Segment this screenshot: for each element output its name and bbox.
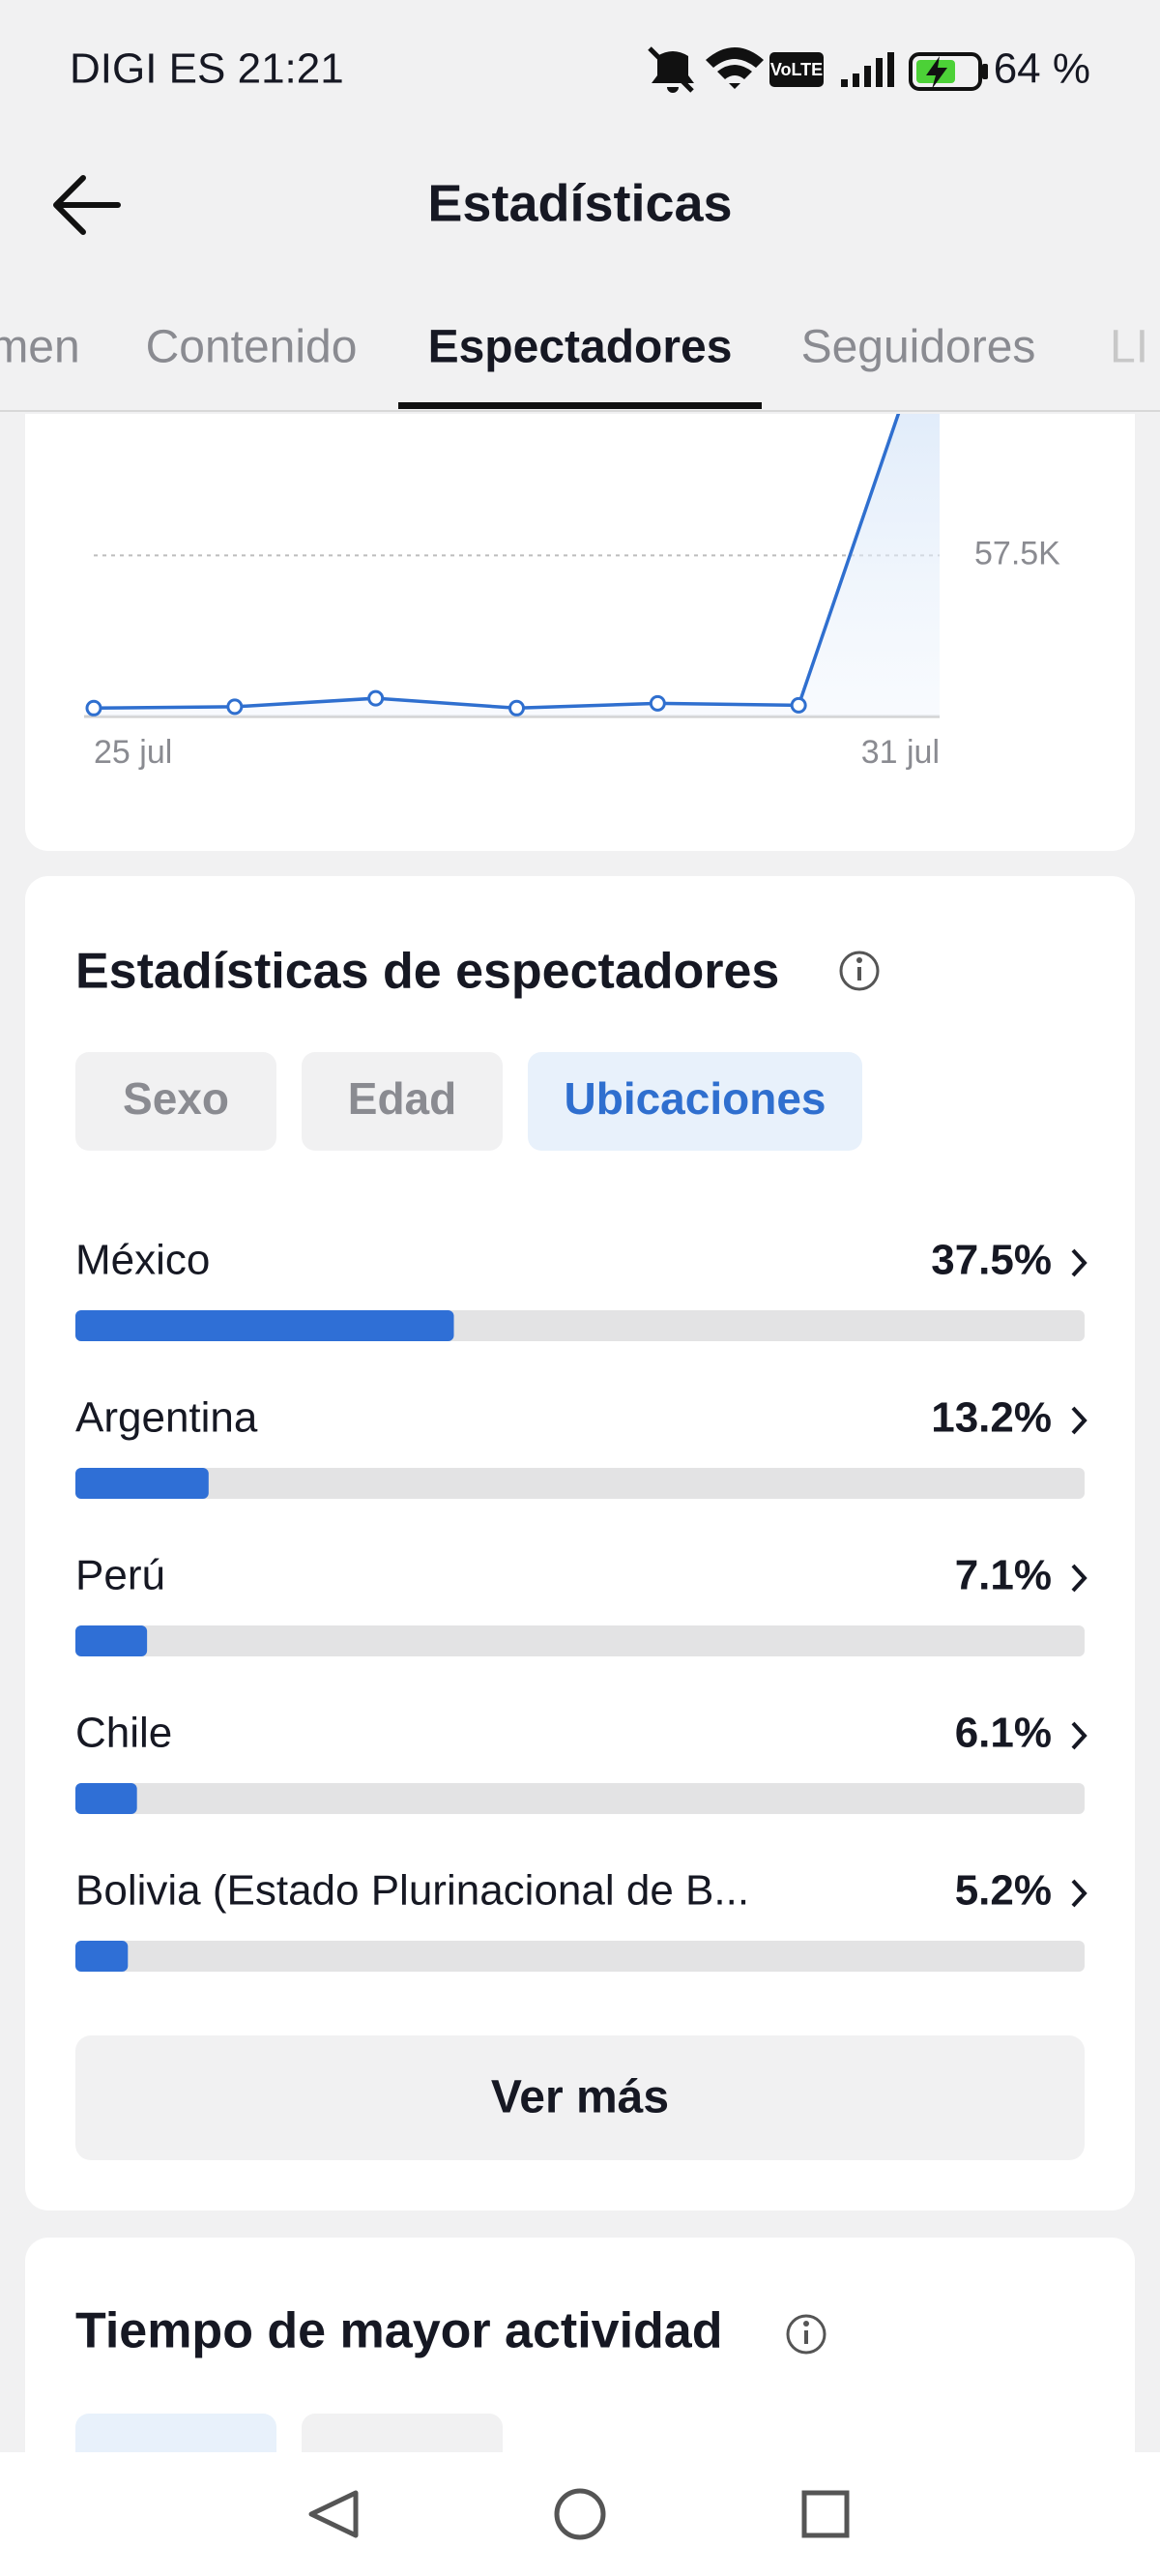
status-carrier-time: DIGI ES 21:21 (70, 45, 344, 93)
back-button[interactable] (53, 175, 121, 235)
section-title: Estadísticas de espectadores (75, 944, 779, 1000)
bar-track (75, 1625, 1085, 1656)
bar (75, 1625, 148, 1656)
info-icon[interactable] (786, 2314, 826, 2355)
location-percent: 5.2% (955, 1867, 1052, 1915)
location-name: Perú (75, 1552, 165, 1599)
x-tick-label: 25 jul (94, 734, 172, 771)
location-percent: 13.2% (931, 1394, 1052, 1442)
bar (75, 1310, 454, 1341)
bar-track (75, 1941, 1085, 1972)
viewer-stats-card (25, 876, 1135, 2210)
filter-chip[interactable] (75, 1052, 276, 1151)
line-area (94, 414, 940, 717)
line-chart: 57.5K 25 jul 31 jul (84, 414, 1060, 771)
chart-card (25, 414, 1135, 851)
see-more-button[interactable] (75, 2035, 1085, 2160)
status-battery: 64 % (994, 45, 1090, 93)
x-tick-label: 31 jul (861, 734, 940, 771)
nav-back[interactable] (308, 2490, 359, 2538)
tab-label[interactable]: Seguidores (801, 322, 1036, 373)
see-more-label[interactable]: Ver más (491, 2072, 669, 2123)
location-name: México (75, 1237, 210, 1284)
location-percent: 6.1% (955, 1710, 1052, 1757)
location-list: México 37.5% Argentina 13.2% Perú 7.1% Chile 6.… (75, 1237, 1088, 1972)
bar (75, 1468, 209, 1499)
nav-bar (0, 2452, 1160, 2576)
filter-chip[interactable] (528, 1052, 862, 1151)
chevron[interactable] (1071, 1721, 1088, 1750)
chevron[interactable] (1071, 1248, 1088, 1277)
data-point (790, 696, 807, 714)
filter-label[interactable]: Ubicaciones (565, 1073, 826, 1124)
status-icons: VoLTE (648, 46, 988, 93)
activity-title: Tiempo de mayor actividad (75, 2303, 722, 2359)
tab-label[interactable]: Contenido (146, 322, 358, 373)
location-name: Argentina (75, 1394, 258, 1442)
filter-label[interactable]: Edad (348, 1073, 456, 1124)
bar (75, 1941, 129, 1972)
data-point (649, 694, 666, 712)
filter-chips: Sexo Edad Ubicaciones (75, 1052, 862, 1151)
bar (75, 1783, 137, 1814)
location-name: Bolivia (Estado Plurinacional de B... (75, 1867, 749, 1915)
tab-label[interactable]: LI (1110, 322, 1148, 373)
data-point (367, 689, 385, 707)
tab-label[interactable]: Espectadores (428, 322, 733, 373)
chevron[interactable] (1071, 1879, 1088, 1908)
nav-home[interactable] (554, 2488, 606, 2540)
data-point (85, 699, 102, 717)
bar-track (75, 1783, 1085, 1814)
tab-label[interactable]: men (0, 322, 80, 373)
filter-chip[interactable] (302, 1052, 503, 1151)
data-point (508, 699, 525, 717)
data-point (226, 698, 244, 716)
chevron[interactable] (1071, 1406, 1088, 1435)
svg-text:VoLTE: VoLTE (770, 60, 823, 79)
tab-bar: men Contenido Espectadores Seguidores LI (0, 322, 1148, 409)
info-icon[interactable] (839, 951, 880, 991)
location-percent: 7.1% (955, 1552, 1052, 1599)
chevron[interactable] (1071, 1564, 1088, 1593)
header-title: Estadísticas (427, 174, 732, 232)
filter-label[interactable]: Sexo (123, 1073, 229, 1124)
bar-track (75, 1468, 1085, 1499)
y-tick-label: 57.5K (974, 535, 1060, 571)
location-name: Chile (75, 1710, 172, 1757)
tab-indicator (398, 402, 762, 409)
top-area (0, 0, 1160, 414)
nav-recents[interactable] (801, 2490, 850, 2538)
location-percent: 37.5% (931, 1237, 1052, 1284)
